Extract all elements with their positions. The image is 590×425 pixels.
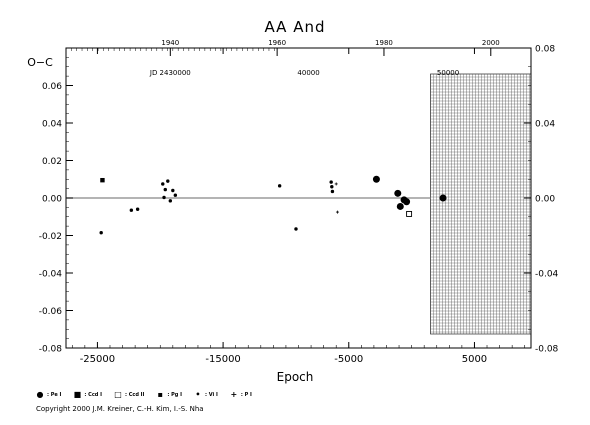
jd-tick-label: 40000 <box>297 69 319 77</box>
legend-symbol: □ <box>114 390 122 399</box>
y-tick-label-right: -0.04 <box>535 270 559 280</box>
y-tick-label-right: -0.08 <box>535 345 559 355</box>
legend-label: : Pe I <box>47 392 62 398</box>
jd-tick-label: JD 2430000 <box>149 69 191 77</box>
x-axis-label: Epoch <box>277 370 314 384</box>
y-tick-label-left: -0.04 <box>39 270 63 280</box>
y-tick-label-right: 0.00 <box>535 195 555 205</box>
data-point-vi-i <box>166 179 170 183</box>
x-tick-label: -25000 <box>80 354 115 365</box>
year-tick-label: 1940 <box>161 39 179 47</box>
jd-tick-label: 50000 <box>437 69 459 77</box>
data-point-vi-i <box>162 195 166 200</box>
legend-item: +: P I <box>230 390 252 399</box>
data-point-vi-i <box>329 180 333 184</box>
legend-label: : Vi I <box>204 392 218 398</box>
future-region <box>430 73 532 335</box>
legend-label: : Ccd II <box>124 392 145 398</box>
data-point-pe-i <box>394 189 402 197</box>
data-point-vi-i <box>135 207 140 211</box>
y-tick-label-right: 0.04 <box>535 120 555 130</box>
year-tick-label: 1960 <box>268 39 286 47</box>
legend-item: ●: Pe I <box>36 390 62 399</box>
y-tick-label-left: 0.04 <box>42 120 62 130</box>
data-point-vi-i <box>173 193 178 197</box>
y-tick-label-left: -0.08 <box>39 345 63 355</box>
data-point-vi-i <box>294 227 298 231</box>
x-tick-label: 5000 <box>462 354 487 365</box>
y-tick-label-left: 0.06 <box>42 82 62 92</box>
x-tick-label: -15000 <box>205 354 240 365</box>
y-tick-label-left: -0.06 <box>39 307 63 317</box>
legend-item: ▪: Pg I <box>156 391 182 399</box>
data-point-vi-i <box>129 208 134 212</box>
legend-item: □: Ccd II <box>114 391 144 399</box>
data-point-vi-i <box>99 230 103 235</box>
legend-symbol: ▪ <box>157 390 164 399</box>
legend-item: •: Vi I <box>194 390 218 399</box>
data-point-vi-i <box>161 182 165 186</box>
data-point-vi-i <box>330 185 334 189</box>
data-point-vi-i <box>330 189 335 194</box>
year-tick-label: 1980 <box>375 39 393 47</box>
data-point-ccd-ii <box>406 210 413 217</box>
data-point-pe-i <box>439 194 447 202</box>
chart-title: AA And <box>265 18 326 36</box>
data-point-vi-i <box>277 184 282 188</box>
data-point-vi-i <box>168 199 173 203</box>
data-point-pe-i <box>403 198 411 206</box>
y-axis-label: O−C <box>27 56 53 69</box>
legend: ●: Pe I ■: Ccd I □: Ccd II ▪: Pg I •: Vi I +:… <box>36 388 264 402</box>
x-tick-label: -5000 <box>334 354 363 365</box>
legend-symbol: ● <box>36 390 44 399</box>
data-point-pe-i <box>372 175 380 183</box>
copyright-text: Copyright 2000 J.M. Kreiner, C.-H. Kim, … <box>36 405 204 413</box>
data-point-pe-i <box>396 202 404 210</box>
data-point-vi-i <box>171 188 175 193</box>
year-tick-label: 2000 <box>482 39 500 47</box>
y-tick-label-right: 0.08 <box>535 45 555 55</box>
legend-symbol: ■ <box>73 390 82 399</box>
legend-label: : Ccd I <box>84 392 102 398</box>
legend-label: : P I <box>240 392 252 398</box>
y-tick-label-left: 0.02 <box>42 157 62 167</box>
legend-label: : Pg I <box>167 392 182 398</box>
legend-symbol: + <box>230 390 238 399</box>
data-point-vi-i <box>163 187 167 192</box>
legend-item: ■: Ccd I <box>73 391 102 399</box>
y-tick-label-left: 0.00 <box>42 195 62 205</box>
legend-symbol: • <box>195 390 201 399</box>
y-tick-label-left: -0.02 <box>39 232 62 242</box>
data-point-ccd-i <box>100 177 105 183</box>
